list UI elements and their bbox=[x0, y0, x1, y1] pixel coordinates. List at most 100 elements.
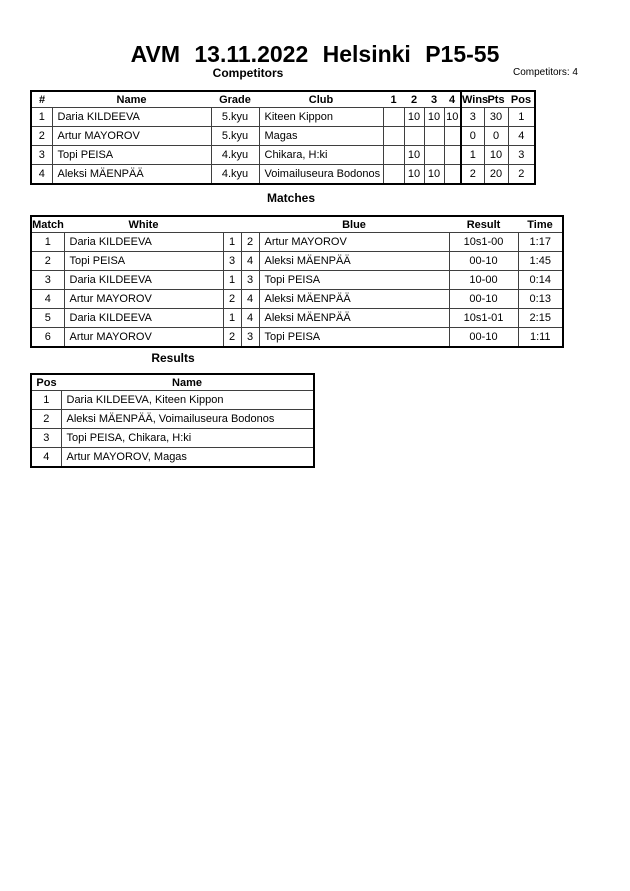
cell-pos: 1 bbox=[30, 390, 62, 410]
cell-blue-seed: 3 bbox=[240, 270, 260, 290]
cell-blue-seed: 4 bbox=[240, 251, 260, 271]
match-row: 2 Topi PEISA 3 4 Aleksi MÄENPÄÄ 00-10 1:… bbox=[30, 251, 564, 271]
header-cell-pts: Pts bbox=[487, 93, 505, 106]
cell-club: Magas bbox=[258, 126, 384, 146]
matches-header-row: Match White Blue Result Time bbox=[31, 216, 563, 233]
cell-score bbox=[382, 145, 405, 165]
cell-match-num: 1 bbox=[30, 232, 65, 252]
cell-white-name: Daria KILDEEVA bbox=[63, 270, 224, 290]
cell-score: 10 bbox=[403, 164, 425, 185]
matches-table: Match White Blue Result Time 1 Daria KIL… bbox=[30, 215, 564, 348]
cell-match-num: 6 bbox=[30, 327, 65, 348]
cell-pos: 3 bbox=[507, 145, 536, 165]
cell-score bbox=[403, 126, 425, 146]
cell-white-seed: 1 bbox=[222, 232, 242, 252]
header-cell-grade: Grade bbox=[219, 93, 251, 106]
cell-club: Voimailuseura Bodonos bbox=[258, 164, 384, 185]
header-cell-white: White bbox=[128, 218, 159, 231]
cell-competitor: Artur MAYOROV, Magas bbox=[60, 447, 315, 468]
cell-club: Kiteen Kippon bbox=[258, 107, 384, 127]
cell-time: 1:17 bbox=[517, 232, 564, 252]
result-row: 2 Aleksi MÄENPÄÄ, Voimailuseura Bodonos bbox=[30, 409, 315, 429]
match-row: 6 Artur MAYOROV 2 3 Topi PEISA 00-10 1:1… bbox=[30, 327, 564, 348]
cell-blue-seed: 4 bbox=[240, 289, 260, 309]
match-row: 3 Daria KILDEEVA 1 3 Topi PEISA 10-00 0:… bbox=[30, 270, 564, 290]
header-cell-match: Match bbox=[32, 218, 64, 231]
cell-white-name: Artur MAYOROV bbox=[63, 327, 224, 348]
cell-club: Chikara, H:ki bbox=[258, 145, 384, 165]
cell-score bbox=[382, 126, 405, 146]
cell-pos: 2 bbox=[30, 409, 62, 429]
cell-white-seed: 1 bbox=[222, 308, 242, 328]
competitor-row: 3 Topi PEISA 4.kyu Chikara, H:ki 10 1 10… bbox=[30, 145, 536, 165]
cell-score bbox=[423, 145, 445, 165]
header-cell-name: Name bbox=[116, 93, 147, 106]
matches-section-heading: Matches bbox=[266, 191, 316, 205]
cell-num: 1 bbox=[30, 107, 53, 127]
competitors-table: # Name Grade Club 1 2 3 4 Wins Pts Pos 1… bbox=[30, 90, 536, 185]
cell-time: 2:15 bbox=[517, 308, 564, 328]
cell-competitor: Daria KILDEEVA, Kiteen Kippon bbox=[60, 390, 315, 410]
cell-num: 2 bbox=[30, 126, 53, 146]
cell-blue-seed: 4 bbox=[240, 308, 260, 328]
cell-pts: 30 bbox=[483, 107, 509, 127]
cell-blue-name: Aleksi MÄENPÄÄ bbox=[258, 308, 450, 328]
header-cell-num: # bbox=[38, 93, 46, 106]
cell-pos: 4 bbox=[507, 126, 536, 146]
cell-num: 4 bbox=[30, 164, 53, 185]
cell-competitor: Aleksi MÄENPÄÄ, Voimailuseura Bodonos bbox=[60, 409, 315, 429]
results-section-heading: Results bbox=[151, 351, 195, 365]
cell-match-num: 4 bbox=[30, 289, 65, 309]
cell-pos: 1 bbox=[507, 107, 536, 127]
match-row: 1 Daria KILDEEVA 1 2 Artur MAYOROV 10s1-… bbox=[30, 232, 564, 252]
cell-match-num: 3 bbox=[30, 270, 65, 290]
cell-wins: 1 bbox=[460, 145, 485, 165]
results-header-row: Pos Name bbox=[31, 374, 314, 391]
cell-time: 1:45 bbox=[517, 251, 564, 271]
cell-score bbox=[382, 107, 405, 127]
cell-result: 10s1-01 bbox=[448, 308, 519, 328]
cell-white-seed: 2 bbox=[222, 327, 242, 348]
cell-score: 10 bbox=[403, 145, 425, 165]
header-cell-pos: Pos bbox=[36, 376, 57, 389]
cell-blue-name: Artur MAYOROV bbox=[258, 232, 450, 252]
cell-white-seed: 1 bbox=[222, 270, 242, 290]
cell-wins: 2 bbox=[460, 164, 485, 185]
cell-score bbox=[443, 164, 462, 185]
cell-score bbox=[382, 164, 405, 185]
cell-competitor: Topi PEISA, Chikara, H:ki bbox=[60, 428, 315, 448]
cell-result: 00-10 bbox=[448, 327, 519, 348]
cell-score: 10 bbox=[403, 107, 425, 127]
cell-pos: 2 bbox=[507, 164, 536, 185]
header-cell-name: Name bbox=[172, 376, 202, 389]
competitor-row: 2 Artur MAYOROV 5.kyu Magas 0 0 4 bbox=[30, 126, 536, 146]
cell-blue-name: Aleksi MÄENPÄÄ bbox=[258, 289, 450, 309]
header-cell-club: Club bbox=[308, 93, 334, 106]
cell-white-name: Daria KILDEEVA bbox=[63, 308, 224, 328]
match-row: 4 Artur MAYOROV 2 4 Aleksi MÄENPÄÄ 00-10… bbox=[30, 289, 564, 309]
cell-wins: 0 bbox=[460, 126, 485, 146]
header-cell-result: Result bbox=[466, 218, 501, 231]
cell-time: 0:14 bbox=[517, 270, 564, 290]
cell-blue-seed: 2 bbox=[240, 232, 260, 252]
results-table: Pos Name 1 Daria KILDEEVA, Kiteen Kippon… bbox=[30, 373, 315, 468]
cell-pts: 0 bbox=[483, 126, 509, 146]
cell-grade: 5.kyu bbox=[210, 126, 260, 146]
match-row: 5 Daria KILDEEVA 1 4 Aleksi MÄENPÄÄ 10s1… bbox=[30, 308, 564, 328]
cell-pts: 20 bbox=[483, 164, 509, 185]
competitors-count-label: Competitors: 4 bbox=[512, 67, 578, 78]
cell-blue-name: Topi PEISA bbox=[258, 327, 450, 348]
competitors-header-row: # Name Grade Club 1 2 3 4 Wins Pts Pos bbox=[31, 91, 535, 108]
cell-white-name: Artur MAYOROV bbox=[63, 289, 224, 309]
cell-grade: 4.kyu bbox=[210, 145, 260, 165]
header-cell-round-3: 3 bbox=[430, 93, 438, 106]
cell-name: Artur MAYOROV bbox=[51, 126, 212, 146]
result-row: 1 Daria KILDEEVA, Kiteen Kippon bbox=[30, 390, 315, 410]
cell-result: 10s1-00 bbox=[448, 232, 519, 252]
cell-match-num: 5 bbox=[30, 308, 65, 328]
page-title: AVM 13.11.2022 Helsinki P15-55 bbox=[130, 41, 500, 67]
cell-blue-name: Topi PEISA bbox=[258, 270, 450, 290]
cell-blue-seed: 3 bbox=[240, 327, 260, 348]
cell-result: 10-00 bbox=[448, 270, 519, 290]
